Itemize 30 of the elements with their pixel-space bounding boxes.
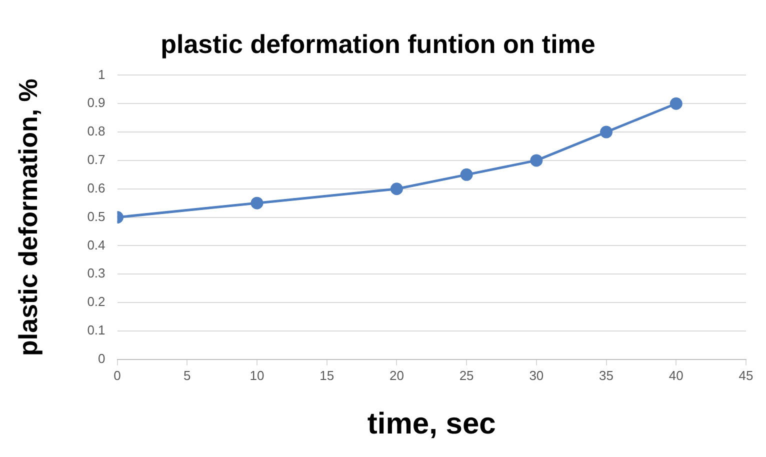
y-axis-title: plastic deformation, % <box>12 78 43 356</box>
x-axis-title: time, sec <box>367 407 496 440</box>
x-tick-label: 40 <box>668 368 684 383</box>
y-tick-label: 0.1 <box>87 322 106 338</box>
x-tick-label: 35 <box>599 368 614 383</box>
x-tick-label: 20 <box>389 368 404 383</box>
y-tick-label: 0.5 <box>87 208 106 224</box>
x-tick-label: 0 <box>114 368 121 383</box>
y-tick-label: 0.8 <box>87 124 106 139</box>
x-tick-label: 5 <box>184 368 191 383</box>
point <box>250 196 264 210</box>
chart-title: plastic deformation funtion on time <box>160 28 596 59</box>
y-tick-label: 0.6 <box>87 180 106 196</box>
x-tick-label: 45 <box>738 368 754 383</box>
y-tick-label: 1 <box>98 66 106 82</box>
point <box>390 182 403 196</box>
point <box>530 154 543 167</box>
point <box>460 168 473 181</box>
x-tick-label: 15 <box>320 368 334 383</box>
y-tick-label: 0.7 <box>87 152 106 168</box>
y-tick-label: 0.4 <box>87 237 106 252</box>
point <box>600 126 613 138</box>
x-tick-label: 25 <box>459 368 474 383</box>
y-tick-label: 0.9 <box>87 95 106 110</box>
x-tick-label: 30 <box>529 368 544 383</box>
y-tick-label: 0 <box>98 350 106 366</box>
y-tick-label: 0.2 <box>87 294 106 310</box>
x-tick-label: 10 <box>250 368 264 383</box>
point <box>670 97 682 110</box>
y-tick-label: 0.3 <box>87 266 106 281</box>
